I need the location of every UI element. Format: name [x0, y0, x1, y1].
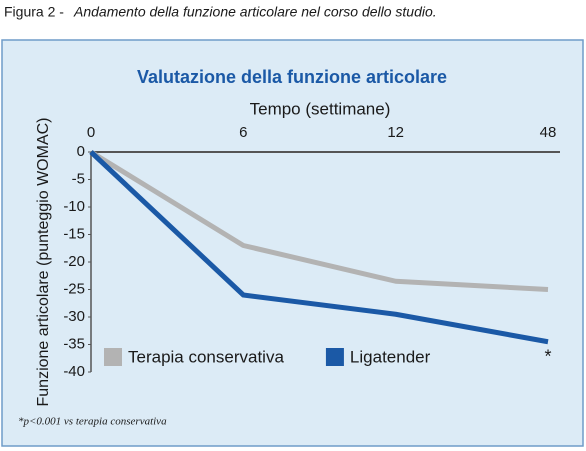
annotation: *: [544, 347, 551, 367]
y-tick-label: -10: [63, 198, 85, 215]
legend-swatch: [104, 348, 122, 366]
series-line: [89, 150, 549, 345]
y-tick-label: -40: [63, 363, 85, 380]
y-tick-label: -35: [63, 335, 85, 352]
chart-title: Valutazione della funzione articolare: [137, 67, 447, 87]
y-tick-label: -5: [72, 170, 85, 187]
footnote: *p<0.001 vs terapia conservativa: [18, 416, 167, 428]
y-tick-label: -30: [63, 308, 85, 325]
y-axis-label: Funzione articolare (punteggio WOMAC): [35, 117, 52, 406]
x-tick-label: 6: [239, 124, 247, 141]
legend-label: Ligatender: [350, 347, 431, 366]
y-tick-label: -25: [63, 280, 85, 297]
y-tick-label: -15: [63, 225, 85, 242]
x-tick-label: 48: [540, 124, 557, 141]
legend-label: Terapia conservativa: [128, 347, 284, 366]
chart-frame: [1, 39, 584, 447]
x-axis-label: Tempo (settimane): [250, 99, 391, 118]
legend-swatch: [325, 348, 344, 366]
caption-label: Figura 2 -: [4, 4, 64, 20]
series-line: [89, 149, 549, 292]
x-tick-label: 0: [87, 124, 95, 141]
x-tick-label: 12: [387, 124, 404, 141]
y-tick-label: -20: [63, 253, 85, 270]
y-tick-label: 0: [77, 143, 85, 160]
caption-text: Andamento della funzione articolare nel …: [73, 4, 437, 20]
